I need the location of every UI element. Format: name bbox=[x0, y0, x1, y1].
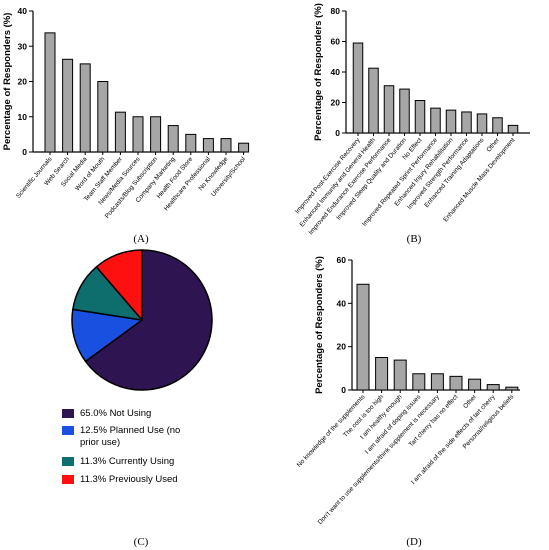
chart-c-pie: 65.0% Not Using 12.5% Planned Use (no prio… bbox=[62, 249, 213, 485]
bar bbox=[393, 359, 407, 391]
bar bbox=[430, 107, 441, 134]
y-axis-label: Percentage of Responders (%) bbox=[314, 256, 325, 394]
category-label: University/School bbox=[210, 156, 247, 198]
bar bbox=[238, 142, 250, 153]
bar bbox=[62, 58, 74, 153]
chart-d: Percentage of Responders (%) 0 20 40 60 No kn… bbox=[296, 255, 520, 526]
bar bbox=[368, 67, 379, 134]
y-tick-label: 10 bbox=[18, 112, 28, 122]
legend-swatch bbox=[62, 457, 74, 466]
bar bbox=[356, 283, 370, 391]
bar bbox=[383, 85, 395, 134]
y-tick-label: 60 bbox=[331, 37, 341, 47]
y-tick-label: 20 bbox=[18, 77, 28, 87]
bar bbox=[352, 42, 364, 134]
y-tick-label: 40 bbox=[331, 67, 341, 77]
bar bbox=[220, 138, 232, 153]
y-tick-label: 30 bbox=[18, 41, 28, 51]
panel-label-c: (C) bbox=[134, 536, 149, 548]
bar bbox=[97, 81, 109, 153]
panel-label-a: (A) bbox=[133, 233, 149, 245]
bar bbox=[445, 109, 457, 134]
chart-a: Percentage of Responders (%)010203040Sci… bbox=[2, 6, 250, 220]
category-label: No knowledge of the supplements bbox=[296, 394, 367, 469]
bar bbox=[507, 124, 519, 134]
bar bbox=[412, 373, 426, 391]
category-label: Other bbox=[462, 393, 479, 410]
bar bbox=[399, 88, 410, 134]
bar bbox=[414, 100, 426, 134]
legend-label: 65.0% Not Using bbox=[80, 408, 151, 419]
legend-swatch bbox=[62, 409, 74, 418]
y-tick-label: 40 bbox=[18, 6, 28, 16]
bar bbox=[185, 133, 197, 153]
y-axis-label: Percentage of Responders (%) bbox=[2, 13, 13, 151]
bar bbox=[492, 117, 503, 134]
panel-label-d: (D) bbox=[406, 536, 422, 548]
y-tick-label: 0 bbox=[341, 385, 346, 395]
pie-slice bbox=[95, 249, 143, 321]
bar bbox=[449, 375, 463, 391]
bar bbox=[79, 63, 91, 153]
y-tick-label: 40 bbox=[337, 298, 347, 308]
legend-swatch bbox=[62, 426, 74, 435]
y-tick-label: 60 bbox=[337, 255, 347, 265]
legend-label: 11.3% Currently Using bbox=[80, 456, 174, 467]
bar bbox=[114, 111, 126, 153]
bar bbox=[505, 386, 519, 391]
bar bbox=[44, 32, 56, 153]
bar bbox=[375, 357, 389, 391]
bar bbox=[167, 125, 179, 153]
bar bbox=[430, 373, 444, 391]
panel-label-b: (B) bbox=[407, 233, 422, 245]
y-tick-label: 20 bbox=[337, 342, 347, 352]
legend-swatch bbox=[62, 475, 74, 484]
chart-b: Percentage of Responders (%) 020406080Imp… bbox=[294, 3, 530, 236]
y-tick-label: 0 bbox=[335, 128, 340, 138]
category-label: Don't want to use supplements/think supp… bbox=[317, 393, 442, 526]
y-tick-label: 80 bbox=[331, 6, 341, 16]
bar bbox=[202, 138, 214, 153]
legend-label: 11.3% Previously Used bbox=[80, 474, 178, 485]
bar bbox=[150, 116, 162, 153]
y-tick-label: 0 bbox=[22, 147, 27, 157]
legend-label: 12.5% Planned Use (no prior use) bbox=[80, 425, 180, 448]
bar bbox=[468, 378, 482, 391]
y-tick-label: 20 bbox=[331, 98, 341, 108]
bar bbox=[486, 384, 500, 391]
bar bbox=[476, 113, 488, 134]
y-axis-label: Percentage of Responders (%) bbox=[313, 3, 324, 141]
pie-slice bbox=[84, 249, 213, 391]
bar bbox=[132, 116, 144, 153]
bar bbox=[461, 111, 472, 134]
